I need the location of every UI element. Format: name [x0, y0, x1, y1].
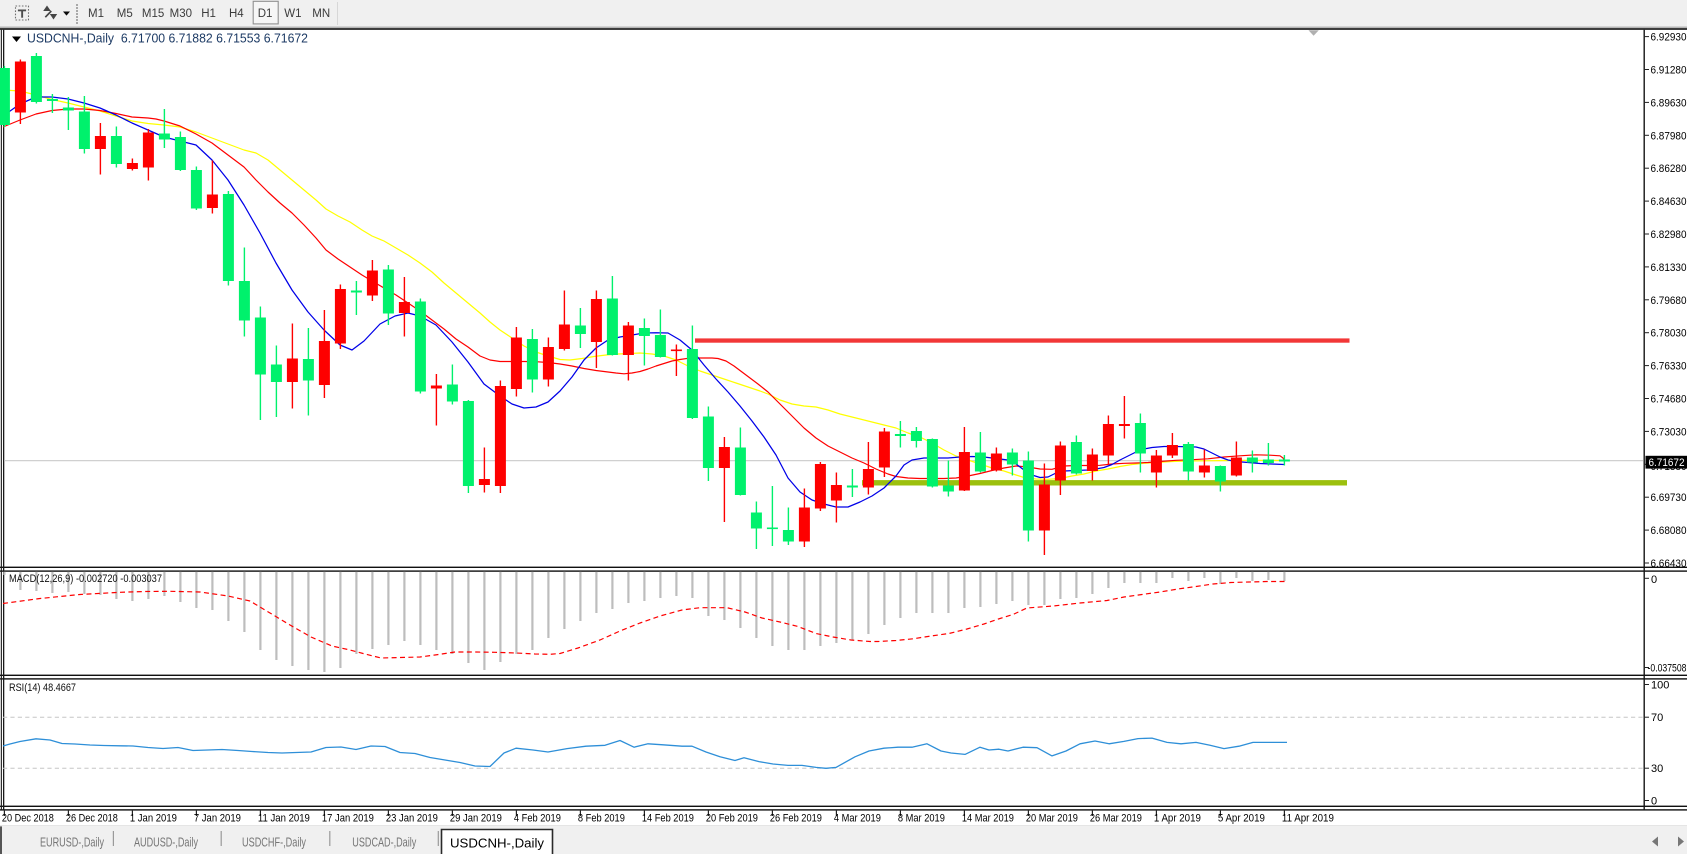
svg-text:MACD(12,26,9) -0.002720 -0.003: MACD(12,26,9) -0.002720 -0.003037: [9, 573, 162, 585]
svg-text:26 Dec 2018: 26 Dec 2018: [66, 813, 118, 825]
svg-text:6.81330: 6.81330: [1651, 262, 1687, 274]
svg-text:14 Mar 2019: 14 Mar 2019: [962, 813, 1014, 825]
svg-text:6.84630: 6.84630: [1651, 196, 1687, 208]
svg-text:20 Feb 2019: 20 Feb 2019: [706, 813, 758, 825]
svg-text:6.91280: 6.91280: [1651, 65, 1687, 77]
svg-text:6.74680: 6.74680: [1651, 394, 1687, 406]
svg-text:AUDUSD-,Daily: AUDUSD-,Daily: [134, 836, 199, 850]
svg-text:7 Jan 2019: 7 Jan 2019: [194, 813, 241, 825]
svg-text:6.78030: 6.78030: [1651, 328, 1687, 340]
svg-text:USDCAD-,Daily: USDCAD-,Daily: [352, 836, 417, 850]
svg-text:6.87980: 6.87980: [1651, 130, 1687, 142]
svg-text:11 Jan 2019: 11 Jan 2019: [258, 813, 310, 825]
svg-text:M1: M1: [88, 8, 104, 20]
svg-text:70: 70: [1651, 712, 1663, 724]
svg-text:USDCNH-,Daily 6.71700 6.71882: USDCNH-,Daily 6.71700 6.71882 6.71553 6.…: [27, 32, 308, 46]
svg-text:MN: MN: [312, 8, 330, 20]
svg-text:6.66430: 6.66430: [1651, 558, 1687, 570]
svg-text:6.76330: 6.76330: [1651, 361, 1687, 373]
svg-text:RSI(14) 48.4667: RSI(14) 48.4667: [9, 682, 76, 694]
svg-text:8 Feb 2019: 8 Feb 2019: [578, 813, 625, 825]
svg-text:11 Apr 2019: 11 Apr 2019: [1282, 813, 1334, 825]
svg-text:1 Jan 2019: 1 Jan 2019: [130, 813, 177, 825]
svg-text:17 Jan 2019: 17 Jan 2019: [322, 813, 374, 825]
svg-text:6.73030: 6.73030: [1651, 426, 1687, 438]
svg-text:M5: M5: [117, 8, 133, 20]
svg-text:6.89630: 6.89630: [1651, 97, 1687, 109]
svg-text:-0.037508: -0.037508: [1648, 663, 1687, 675]
svg-text:W1: W1: [284, 8, 301, 20]
svg-text:8 Mar 2019: 8 Mar 2019: [898, 813, 945, 825]
svg-text:30: 30: [1651, 763, 1663, 775]
svg-text:EURUSD-,Daily: EURUSD-,Daily: [40, 836, 105, 850]
svg-text:5 Apr 2019: 5 Apr 2019: [1218, 813, 1265, 825]
svg-text:6.82980: 6.82980: [1651, 229, 1687, 241]
svg-text:4 Feb 2019: 4 Feb 2019: [514, 813, 561, 825]
svg-text:100: 100: [1651, 680, 1669, 692]
svg-text:20 Mar 2019: 20 Mar 2019: [1026, 813, 1078, 825]
svg-text:USDCHF-,Daily: USDCHF-,Daily: [242, 836, 307, 850]
svg-text:D1: D1: [258, 8, 273, 20]
svg-text:1 Apr 2019: 1 Apr 2019: [1154, 813, 1201, 825]
svg-text:6.92930: 6.92930: [1651, 32, 1687, 44]
svg-text:4 Mar 2019: 4 Mar 2019: [834, 813, 881, 825]
svg-text:26 Feb 2019: 26 Feb 2019: [770, 813, 822, 825]
svg-text:M30: M30: [170, 8, 192, 20]
svg-text:14 Feb 2019: 14 Feb 2019: [642, 813, 694, 825]
svg-text:6.86280: 6.86280: [1651, 163, 1687, 175]
svg-text:M15: M15: [142, 8, 164, 20]
svg-text:USDCNH-,Daily: USDCNH-,Daily: [450, 836, 544, 851]
svg-text:0: 0: [1651, 796, 1657, 808]
svg-text:H1: H1: [201, 8, 216, 20]
svg-text:6.69730: 6.69730: [1651, 492, 1687, 504]
svg-text:H4: H4: [229, 8, 244, 20]
svg-text:6.79680: 6.79680: [1651, 295, 1687, 307]
svg-text:0: 0: [1651, 574, 1657, 586]
svg-text:26 Mar 2019: 26 Mar 2019: [1090, 813, 1142, 825]
svg-text:6.71672: 6.71672: [1649, 457, 1685, 469]
svg-text:29 Jan 2019: 29 Jan 2019: [450, 813, 502, 825]
svg-text:23 Jan 2019: 23 Jan 2019: [386, 813, 438, 825]
svg-text:20 Dec 2018: 20 Dec 2018: [2, 813, 54, 825]
svg-text:6.68080: 6.68080: [1651, 525, 1687, 537]
